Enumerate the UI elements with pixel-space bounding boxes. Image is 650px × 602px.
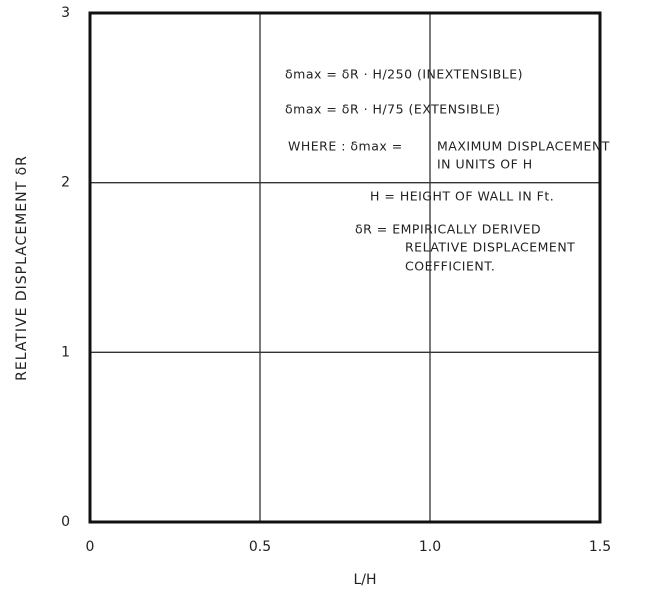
x-axis-label: L/H xyxy=(353,572,376,588)
plot-frame xyxy=(88,11,602,524)
x-tick-label: 1.5 xyxy=(589,539,611,555)
y-tick-label: 1 xyxy=(61,344,70,360)
y-tick-label: 2 xyxy=(61,175,70,191)
annotation: H = HEIGHT OF WALL IN Ft. xyxy=(370,189,554,204)
y-tick-label: 0 xyxy=(61,514,70,530)
x-tick-label: 0 xyxy=(86,539,95,555)
y-axis-label: RELATIVE DISPLACEMENT δR xyxy=(14,155,30,381)
annotation: δmax = δR · H/250 (INEXTENSIBLE) xyxy=(285,67,523,82)
annotation: δR = EMPIRICALLY DERIVED xyxy=(355,222,541,237)
annotation: WHERE : δmax = xyxy=(288,139,403,154)
annotation: δmax = δR · H/75 (EXTENSIBLE) xyxy=(285,102,500,117)
y-tick-label: 3 xyxy=(61,5,70,21)
annotation: RELATIVE DISPLACEMENT xyxy=(405,240,575,255)
x-tick-label: 1.0 xyxy=(419,539,441,555)
x-tick-label: 0.5 xyxy=(249,539,271,555)
annotation: MAXIMUM DISPLACEMENT xyxy=(437,139,610,154)
annotation: IN UNITS OF H xyxy=(437,157,533,172)
annotation: COEFFICIENT. xyxy=(405,259,495,274)
